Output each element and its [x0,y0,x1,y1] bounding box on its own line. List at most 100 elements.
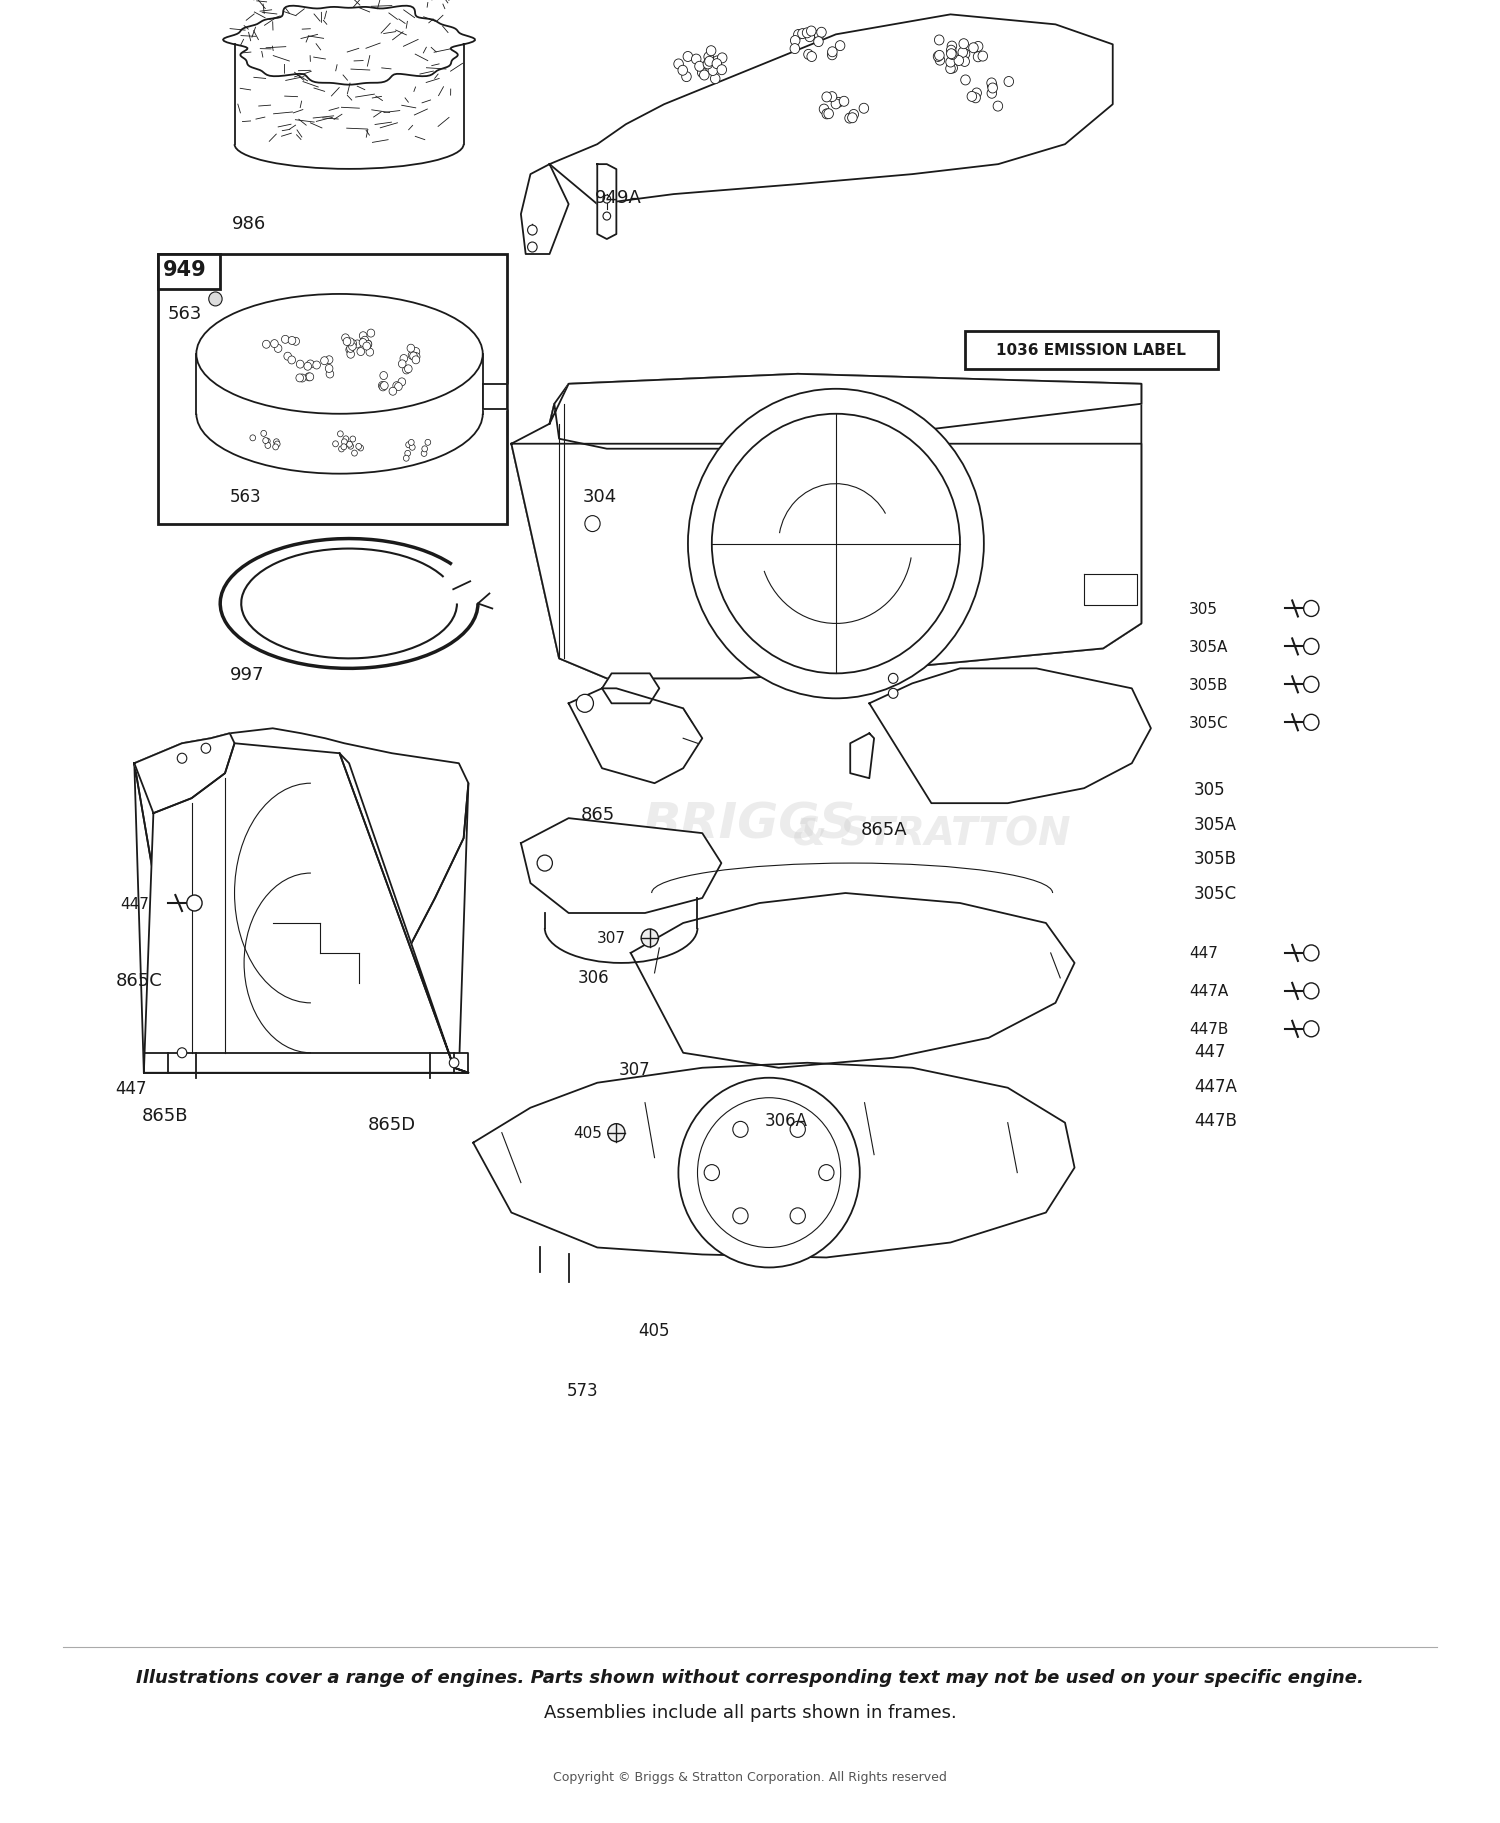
Text: 305C: 305C [1194,884,1237,902]
Text: 305: 305 [1190,602,1218,616]
Circle shape [264,439,270,445]
Text: 447: 447 [1194,1043,1225,1061]
Circle shape [688,390,984,698]
Circle shape [346,352,354,359]
Text: 405: 405 [639,1322,670,1340]
Text: 865D: 865D [368,1116,416,1134]
Text: 949: 949 [164,261,207,281]
Circle shape [960,49,970,60]
Circle shape [398,379,405,386]
Polygon shape [870,669,1150,804]
Text: BRIGGS: BRIGGS [644,800,856,848]
Circle shape [393,383,400,390]
Text: 563: 563 [230,487,262,505]
Text: 307: 307 [618,1061,650,1079]
Text: 447: 447 [120,897,148,912]
Circle shape [807,53,816,62]
Polygon shape [472,1063,1074,1258]
Bar [158,255,507,525]
Circle shape [326,357,333,365]
Circle shape [528,242,537,253]
Circle shape [348,343,355,352]
Text: Illustrations cover a range of engines. Parts shown without corresponding text m: Illustrations cover a range of engines. … [136,1668,1364,1686]
Circle shape [682,53,693,62]
Circle shape [816,27,827,38]
Circle shape [339,447,345,452]
Circle shape [363,343,370,350]
Circle shape [934,36,944,46]
Circle shape [946,42,957,53]
Text: Assemblies include all parts shown in frames.: Assemblies include all parts shown in fr… [543,1703,957,1721]
Circle shape [342,439,346,445]
Circle shape [706,47,716,57]
Circle shape [304,374,312,381]
Circle shape [968,93,976,102]
Circle shape [1304,676,1318,693]
Circle shape [847,113,856,124]
Polygon shape [144,1054,468,1074]
Circle shape [712,60,722,69]
Circle shape [576,695,594,713]
Circle shape [413,348,420,355]
Circle shape [402,366,410,376]
Polygon shape [339,755,468,1074]
Circle shape [790,1121,806,1138]
Circle shape [288,337,296,345]
Circle shape [273,445,279,450]
Circle shape [306,374,314,381]
Text: 865B: 865B [141,1107,188,1125]
Circle shape [422,450,428,458]
Circle shape [366,348,374,357]
Circle shape [177,1048,188,1057]
Circle shape [424,439,430,447]
Circle shape [405,443,411,448]
Text: 949A: 949A [596,190,642,208]
Text: 1036 EMISSION LABEL: 1036 EMISSION LABEL [996,343,1186,357]
Polygon shape [520,166,568,255]
Circle shape [413,354,420,361]
Circle shape [351,450,357,458]
Circle shape [270,341,279,348]
Text: 447A: 447A [1190,984,1228,999]
Circle shape [678,66,687,77]
Circle shape [705,57,714,67]
Circle shape [288,357,296,365]
Circle shape [674,60,684,69]
Text: 447: 447 [1190,946,1218,961]
Circle shape [804,51,813,60]
Text: 306A: 306A [765,1112,807,1130]
Circle shape [945,64,956,75]
Circle shape [314,361,321,370]
Circle shape [603,213,610,221]
Circle shape [356,445,362,450]
Circle shape [1304,715,1318,731]
Circle shape [201,744,210,755]
Circle shape [344,339,351,346]
Circle shape [273,439,279,445]
Text: 865A: 865A [861,820,907,839]
Circle shape [362,337,369,345]
Polygon shape [135,764,468,1074]
Circle shape [831,100,840,109]
Circle shape [717,55,728,64]
Circle shape [828,51,837,60]
Circle shape [970,93,981,104]
Circle shape [734,1121,748,1138]
Circle shape [836,42,844,51]
Polygon shape [549,374,1142,450]
Circle shape [282,335,290,345]
Circle shape [360,332,368,341]
Circle shape [699,71,709,80]
Circle shape [340,445,346,450]
Circle shape [346,441,352,448]
Circle shape [410,354,417,361]
Text: 305C: 305C [1190,715,1228,731]
Circle shape [304,363,312,372]
Polygon shape [512,445,1142,678]
Circle shape [408,439,414,447]
Ellipse shape [196,295,483,414]
Text: 986: 986 [231,215,266,233]
Circle shape [834,98,843,108]
Polygon shape [568,689,702,784]
Circle shape [321,357,328,365]
